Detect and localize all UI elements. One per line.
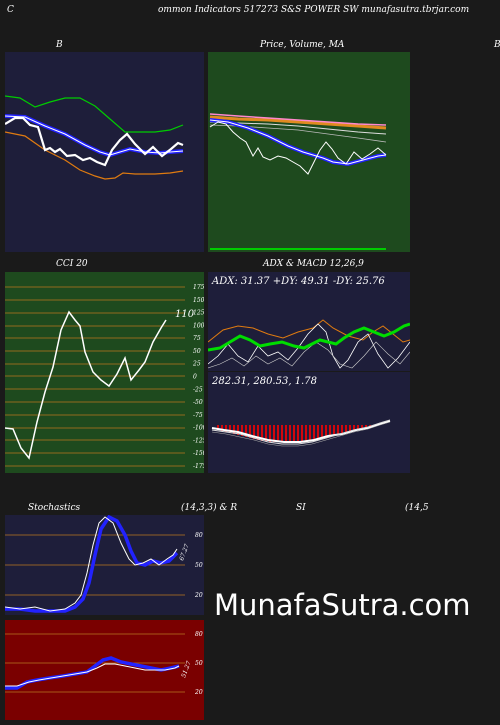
upper-band-line [5,95,184,133]
stoch-tick-20: 20 [194,592,203,599]
cci-tick-labels: 175 150 125 100 75 50 25 0 -25 -50 -75 -100 -125 -150… [192,284,204,470]
macd-readout: 282.31, 280.53, 1.78 [212,376,317,387]
macd-line [211,419,391,445]
cci-tick-label: -100 [193,425,204,432]
cci-tick-label: 150 [193,297,204,304]
adx-title: ADX & MACD 12,26,9 [263,259,364,269]
price-title-b: Volume, [289,40,326,50]
plus-di-line [208,323,410,369]
cci-tick-label: 25 [192,361,201,368]
price-title-c: MA [328,40,345,50]
dx-line [208,341,410,369]
price-volume-panel [208,52,410,252]
adx-panel: ADX: 31.37 +DY: 49.31 -DY: 25.76 [208,272,410,371]
cci-title: CCI 20 [56,259,88,269]
price-title-a: Price, [260,40,287,50]
adx-readout: ADX: 31.37 +DY: 49.31 -DY: 25.76 [212,276,385,287]
stoch-k-line [5,516,178,612]
cci-current-value: 110 [175,309,195,320]
stoch-title-right: (14,3,3) & R [181,503,238,513]
watermark: MunafaSutra.com [214,588,471,622]
panel-b-title: B [56,40,63,50]
stoch-tick-80: 80 [195,532,203,539]
cci-tick-label: -175 [193,463,204,470]
cci-line [5,310,167,460]
lower-band-line [5,131,184,180]
ma-pink-line [209,113,387,126]
cci-tick-label: 75 [193,335,201,342]
page-title: ommon Indicators 517273 S&S POWER SW mun… [158,5,470,15]
header-right-char: B [494,40,500,50]
stochastics-panel: 80 50 20 67.27 [5,515,204,615]
price-line [5,116,184,167]
ma-blue-inner [209,119,387,165]
stoch-d-line [5,515,179,613]
cci-tick-label: -75 [193,412,203,419]
cci-chart: 175 150 125 100 75 50 25 0 -25 -50 -75 -100 -125 -150… [5,284,204,470]
cci-panel: 175 150 125 100 75 50 25 0 -25 -50 -75 -100 -125 -150… [5,272,204,473]
rsi-tick-50: 50 [195,660,203,667]
rsi-tick-80: 80 [195,631,203,638]
stoch-title-left: Stochastics [28,503,81,513]
rsi-panel: 80 50 20 51.27 [5,620,204,720]
rsi-title-left: SI [296,503,306,513]
macd-signal-line [211,420,391,443]
cci-tick-label: -150 [193,450,204,457]
cci-tick-label: 175 [193,284,204,291]
cci-tick-label: -125 [193,437,204,444]
rsi-title-right: (14,5 [405,503,429,513]
price-panel-title: Price, Volume, MA [260,40,344,50]
cci-tick-label: 100 [193,322,204,329]
bollinger-panel [5,52,204,252]
macd-line-2 [211,421,391,447]
minus-di-line [208,319,410,343]
cci-tick-label: 50 [193,348,201,355]
rsi-white-line [5,663,180,687]
macd-panel: 282.31, 280.53, 1.78 [208,372,410,473]
ma-orange-line [209,115,387,130]
header-left-char: C [7,5,14,15]
adx-line [208,322,410,352]
volume-bars [210,248,386,250]
price-close-line [209,121,387,175]
cci-tick-label: -25 [193,386,203,393]
cci-tick-label: 0 [193,374,197,381]
stoch-tick-50: 50 [195,562,203,569]
rsi-blue-line [5,656,180,690]
rsi-tick-20: 20 [194,689,203,696]
cci-tick-label: -50 [193,399,203,406]
stoch-value-label: 67.27 [178,543,191,562]
cci-tick-label: 125 [193,310,204,317]
